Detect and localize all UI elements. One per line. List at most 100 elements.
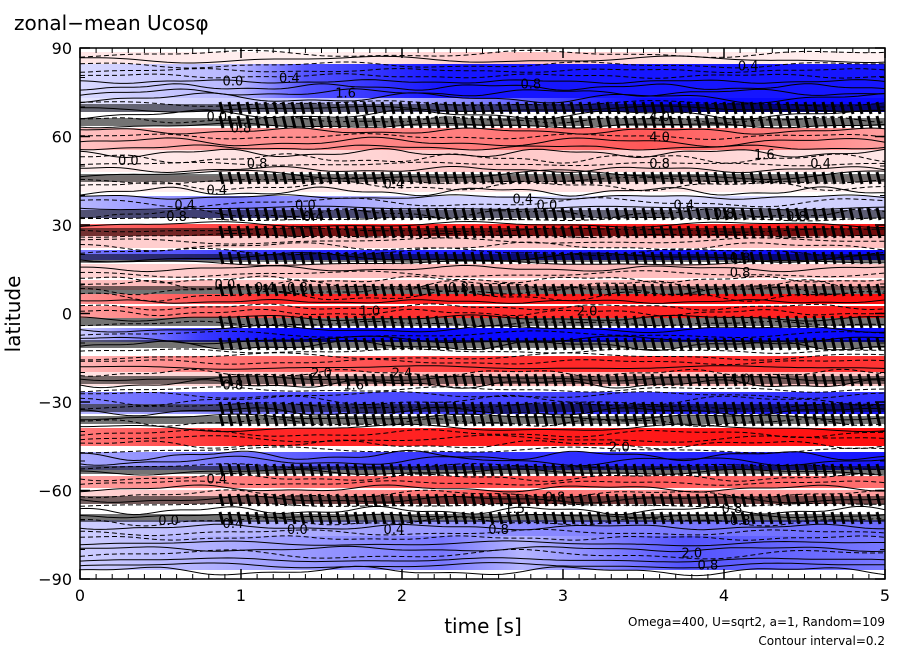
contour-line xyxy=(80,303,885,311)
y-axis-label: latitude xyxy=(1,276,25,353)
contour-line xyxy=(80,83,885,91)
y-tick-label: 0 xyxy=(62,305,72,324)
contour-line xyxy=(80,386,885,393)
contour-label: 0.0 xyxy=(537,198,558,213)
contour-label: 0.8 xyxy=(247,157,268,172)
contour-label: 2.0 xyxy=(311,367,332,382)
contour-line xyxy=(80,161,885,167)
contour-line xyxy=(80,308,885,317)
color-band xyxy=(80,520,885,536)
contour-label: 0.8 xyxy=(520,77,541,92)
contour-label: 0.4 xyxy=(512,192,533,207)
contour-label: 0.0 xyxy=(215,278,236,293)
dense-contour-ticks xyxy=(218,283,882,297)
color-band xyxy=(80,476,885,488)
y-tick-label: −60 xyxy=(38,482,72,501)
contour-line xyxy=(80,68,885,73)
dense-contour-ticks xyxy=(218,511,882,525)
contour-label: 0.8 xyxy=(545,490,566,505)
contour-line xyxy=(80,298,885,304)
contour-line xyxy=(80,449,885,462)
contour-line xyxy=(80,290,885,302)
dense-contour-ticks xyxy=(218,101,882,115)
contour-label: 0.8 xyxy=(786,210,807,225)
color-band xyxy=(80,294,885,304)
contour-line xyxy=(80,523,885,531)
contour-line xyxy=(80,390,885,399)
contour-line xyxy=(80,545,885,553)
contour-label: 0.8 xyxy=(448,281,469,296)
contour-line xyxy=(80,330,885,338)
contour-line xyxy=(80,365,885,370)
contour-label: 0.8 xyxy=(488,523,509,538)
contour-line xyxy=(80,247,885,257)
contour-line xyxy=(80,562,885,569)
contour-label: 0.0 xyxy=(223,74,244,89)
contour-label: 0.0 xyxy=(158,514,179,529)
contour-label: 1.6 xyxy=(335,86,356,101)
dense-contour-ticks xyxy=(218,315,882,329)
contour-line xyxy=(80,61,885,69)
color-band xyxy=(80,452,885,470)
contour-label: 0.8 xyxy=(231,122,252,137)
color-band xyxy=(80,328,885,342)
contour-line xyxy=(80,147,885,159)
contour-line xyxy=(80,484,885,493)
contour-line xyxy=(80,49,885,58)
contour-label: 0.4 xyxy=(673,198,694,213)
contour-line xyxy=(80,528,885,537)
contour-label: 0.8 xyxy=(722,502,743,517)
contour-line xyxy=(80,180,885,192)
dense-contour-ticks xyxy=(218,373,882,387)
color-band xyxy=(80,64,885,98)
contour-label: 0.8 xyxy=(714,207,735,222)
chart-title: zonal−mean Ucosφ xyxy=(14,11,209,35)
contour-line xyxy=(80,79,885,84)
contour-line xyxy=(80,275,885,284)
contour-line xyxy=(80,136,885,148)
contour-line xyxy=(80,352,885,361)
contour-line xyxy=(80,439,885,450)
contour-label: 2.4 xyxy=(392,367,413,382)
contour-line xyxy=(80,446,885,454)
contour-line xyxy=(80,557,885,563)
dense-contour-ticks xyxy=(218,115,882,129)
footnote-run-parameters: Omega=400, U=sqrt2, a=1, Random=109 xyxy=(628,615,885,629)
contour-line xyxy=(80,133,885,140)
dense-contour-ticks xyxy=(218,401,882,415)
contour-label: 0.0 xyxy=(287,523,308,538)
contour-line xyxy=(80,237,885,245)
color-band xyxy=(80,306,885,318)
contour-line xyxy=(80,186,885,197)
contour-line xyxy=(80,348,885,354)
y-tick-label: 30 xyxy=(52,216,72,235)
contour-label: 0.8 xyxy=(223,378,244,393)
color-band xyxy=(80,128,885,150)
contour-label: 2.0 xyxy=(577,305,598,320)
contour-label: 0.4 xyxy=(223,517,244,532)
contour-line xyxy=(80,473,885,482)
x-tick-label: 3 xyxy=(558,586,568,605)
dense-contour-ticks xyxy=(218,207,882,221)
footnote-contour-interval: Contour interval=0.2 xyxy=(758,634,885,648)
dense-contour-ticks xyxy=(218,171,882,185)
contour-line xyxy=(80,241,885,252)
dense-contour-ticks xyxy=(218,463,882,477)
dense-contour-ticks xyxy=(218,251,882,265)
contour-label: 4.0 xyxy=(649,131,670,146)
contour-label: 1.6 xyxy=(343,378,364,393)
contour-line xyxy=(80,153,885,164)
contour-label: 0.4 xyxy=(206,473,227,488)
contour-label: 0.8 xyxy=(730,514,751,529)
color-band xyxy=(80,52,885,64)
x-tick-label: 0 xyxy=(75,586,85,605)
contour-label: 0.4 xyxy=(303,210,324,225)
x-tick-label: 4 xyxy=(719,586,729,605)
contour-line xyxy=(80,358,885,366)
contour-label: 0.4 xyxy=(810,157,831,172)
contour-line xyxy=(80,394,885,407)
contour-line xyxy=(80,540,885,547)
x-tick-label: 2 xyxy=(397,586,407,605)
